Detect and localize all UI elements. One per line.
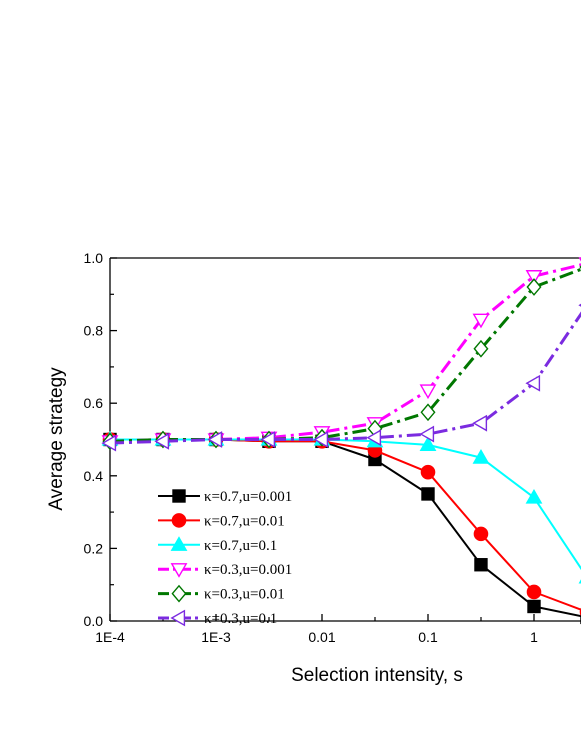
legend-label: κ=0.3,u=0.001: [204, 562, 292, 578]
series-line: [109, 311, 581, 445]
legend-label: κ=0.7,u=0.1: [204, 538, 277, 554]
data-point: [472, 449, 490, 464]
y-tick-label: 0.6: [84, 395, 104, 411]
data-point: [366, 429, 382, 447]
data-point: [171, 584, 187, 603]
x-tick-label: 1E-3: [201, 629, 231, 645]
data-point: [170, 563, 188, 578]
data-point: [313, 431, 329, 448]
data-point: [170, 609, 186, 627]
legend-item: κ=0.7,u=0.01: [158, 513, 285, 529]
legend-label: κ=0.3,u=0.1: [204, 611, 277, 627]
data-point: [525, 374, 541, 392]
data-point: [419, 425, 435, 443]
x-tick-label: 0.01: [308, 629, 335, 645]
data-point: [420, 464, 436, 480]
legend-item: κ=0.7,u=0.1: [158, 536, 277, 554]
data-point: [154, 432, 170, 450]
data-point: [101, 434, 117, 452]
data-point: [473, 339, 489, 358]
y-tick-label: 0.0: [84, 613, 104, 629]
data-point: [473, 526, 489, 542]
legend-item: κ=0.3,u=0.001: [158, 562, 292, 578]
legend-item: κ=0.3,u=0.01: [158, 584, 285, 603]
x-ticks: 1E-4 1E-3 0.01 0.1 1: [95, 614, 538, 645]
legend-label: κ=0.7,u=0.01: [204, 513, 285, 529]
series-group: [101, 430, 581, 584]
x-tick-label: 0.1: [418, 629, 438, 645]
series-line: [110, 438, 581, 571]
y-tick-label: 0.2: [84, 540, 104, 556]
x-tick-label: 1: [530, 629, 538, 645]
legend: κ=0.7,u=0.001 κ=0.7,u=0.01 κ=0.7,u=0.1 κ=0.…: [158, 489, 292, 627]
y-tick-label: 0.4: [84, 468, 104, 484]
data-point: [171, 513, 187, 528]
data-point: [472, 313, 490, 329]
legend-item: κ=0.3,u=0.1: [158, 609, 277, 627]
series-group: [101, 257, 581, 450]
data-point: [525, 270, 543, 285]
y-axis-title: Average strategy: [46, 367, 67, 511]
series-group: [101, 303, 581, 452]
data-point: [474, 558, 488, 572]
data-point: [260, 431, 276, 448]
data-point: [420, 403, 436, 422]
data-point: [472, 414, 488, 432]
y-ticks: 0.0 0.2 0.4 0.6 0.8 1.0: [84, 250, 117, 629]
series-line: [109, 263, 581, 443]
legend-label: κ=0.7,u=0.001: [204, 489, 292, 505]
series-line: [109, 267, 581, 443]
data-point: [526, 584, 542, 600]
data-point: [170, 536, 188, 551]
data-point: [207, 431, 223, 448]
data-point: [419, 384, 437, 400]
series-layer: [101, 257, 581, 625]
data-point: [421, 487, 435, 501]
data-point: [172, 489, 186, 503]
x-axis-title: Selection intensity, s: [291, 665, 463, 686]
legend-item: κ=0.7,u=0.001: [158, 489, 292, 505]
y-tick-label: 0.8: [84, 323, 104, 339]
data-point: [526, 278, 542, 296]
plot-area: 1E-4 1E-3 0.01 0.1 1 0.0 0.2 0.4 0.6 0.8 1.0: [84, 250, 581, 645]
x-tick-label: 1E-4: [95, 629, 125, 645]
data-point: [527, 599, 541, 614]
data-point: [525, 488, 543, 504]
y-tick-label: 1.0: [84, 250, 104, 266]
series-group: [102, 265, 581, 451]
data-point: [419, 436, 437, 452]
legend-label: κ=0.3,u=0.01: [204, 587, 285, 603]
